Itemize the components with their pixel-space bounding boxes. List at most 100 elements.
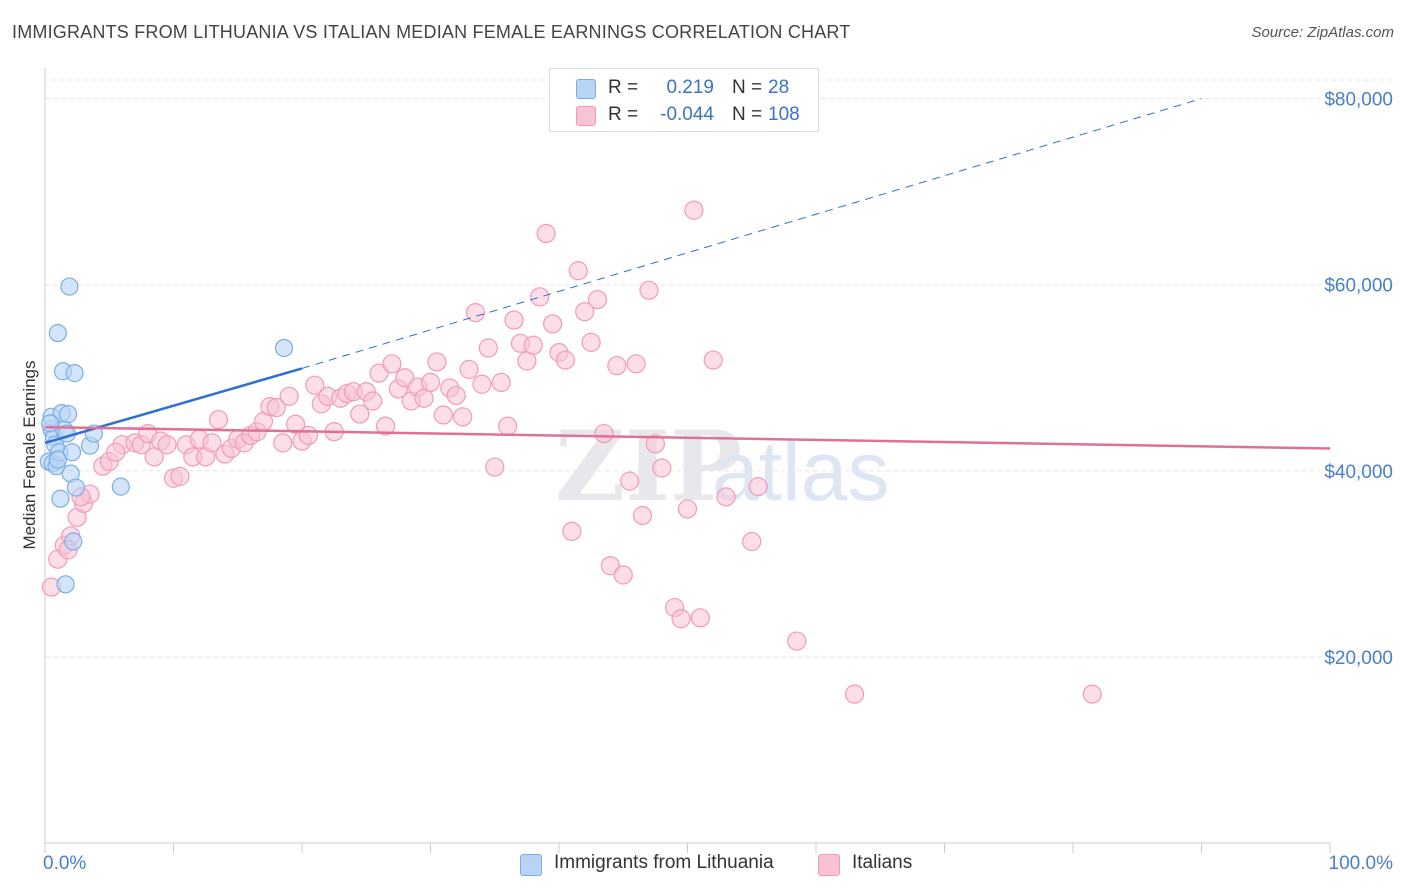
point-italians xyxy=(453,407,473,427)
point-italians xyxy=(472,374,492,394)
point-italians xyxy=(285,414,306,434)
point-italians xyxy=(273,433,293,453)
series-lithuania xyxy=(39,277,294,594)
point-italians xyxy=(645,434,665,454)
svg-text:ZIP: ZIP xyxy=(555,410,742,523)
point-italians xyxy=(703,350,723,370)
point-italians xyxy=(600,556,621,576)
x-tick-label-end: 100.0% xyxy=(1329,853,1394,874)
legend-r-label: R = xyxy=(608,77,639,98)
y-tick-label: $60,000 xyxy=(1324,276,1393,297)
y-axis-label: Median Female Earnings xyxy=(20,361,39,550)
point-italians xyxy=(523,335,543,355)
legend-row-lithuania: R = 0.219 N = 28 xyxy=(550,74,818,102)
point-lithuania xyxy=(56,575,75,594)
point-lithuania xyxy=(111,477,130,496)
point-italians xyxy=(504,310,524,330)
point-lithuania xyxy=(60,277,79,296)
point-italians xyxy=(446,385,466,406)
point-lithuania xyxy=(59,404,78,424)
y-tick-labels: $20,000 $40,000 $60,000 $80,000 xyxy=(1324,90,1393,669)
point-italians xyxy=(671,609,691,629)
point-lithuania xyxy=(51,489,70,508)
point-italians xyxy=(427,352,447,372)
point-italians xyxy=(844,684,865,704)
point-italians xyxy=(542,314,563,334)
point-italians xyxy=(787,631,807,651)
point-italians xyxy=(742,531,762,552)
point-lithuania xyxy=(65,364,84,383)
point-italians xyxy=(555,350,576,370)
point-italians xyxy=(716,487,736,507)
point-italians xyxy=(748,477,768,497)
point-italians xyxy=(433,405,453,425)
point-italians xyxy=(536,223,556,244)
point-italians xyxy=(498,416,518,436)
point-italians xyxy=(395,368,415,388)
point-italians xyxy=(613,565,633,585)
point-lithuania xyxy=(66,478,85,497)
point-italians xyxy=(562,521,582,541)
point-italians xyxy=(677,499,698,519)
point-italians xyxy=(575,302,595,322)
legend-n-value: 108 xyxy=(768,104,800,125)
legend-swatch-lithuania xyxy=(576,79,596,99)
point-italians xyxy=(420,372,441,393)
point-italians xyxy=(106,442,126,462)
point-italians xyxy=(639,280,659,300)
point-lithuania xyxy=(41,414,60,433)
y-tick-label: $80,000 xyxy=(1324,90,1393,111)
legend-r-label: R = xyxy=(608,104,639,125)
point-italians xyxy=(369,363,389,383)
legend-n-label: N = xyxy=(732,77,763,98)
point-italians xyxy=(298,425,319,446)
point-italians xyxy=(478,338,498,358)
bottom-legend-swatch-italians xyxy=(818,854,840,876)
point-italians xyxy=(305,375,325,395)
point-italians xyxy=(632,505,653,526)
point-italians xyxy=(568,261,588,281)
point-italians xyxy=(587,289,608,310)
point-lithuania xyxy=(64,532,83,551)
point-lithuania xyxy=(62,443,82,462)
gridlines xyxy=(45,79,1392,658)
y-tick-label: $40,000 xyxy=(1324,462,1393,483)
point-italians xyxy=(594,423,614,444)
point-italians xyxy=(208,410,229,430)
point-italians xyxy=(170,466,190,486)
x-tick-labels: 0.0% 100.0% xyxy=(43,853,1393,874)
point-italians xyxy=(382,354,402,374)
bottom-legend-label-italians: Italians xyxy=(852,852,913,873)
legend-n-label: N = xyxy=(732,104,763,125)
bottom-legend-label-lithuania: Immigrants from Lithuania xyxy=(554,852,774,873)
point-italians xyxy=(375,416,396,436)
point-italians xyxy=(157,435,177,455)
legend-r-value: -0.044 xyxy=(660,104,714,125)
trend-italians xyxy=(44,425,1331,450)
trend-lithuania-solid xyxy=(44,367,303,445)
point-italians xyxy=(350,404,370,424)
point-italians xyxy=(465,303,486,323)
point-lithuania xyxy=(48,323,67,343)
point-italians xyxy=(363,391,383,411)
point-lithuania xyxy=(274,338,294,358)
trend-lines xyxy=(44,98,1331,450)
legend-n-value: 28 xyxy=(768,77,790,98)
x-tick-label-start: 0.0% xyxy=(43,853,86,874)
point-italians xyxy=(530,287,550,307)
point-italians xyxy=(652,458,672,478)
legend-swatch-italians xyxy=(576,106,596,126)
point-italians xyxy=(279,386,299,406)
point-italians xyxy=(1082,684,1102,704)
point-italians xyxy=(459,359,479,379)
bottom-legend-swatch-lithuania xyxy=(520,854,542,876)
point-italians xyxy=(491,372,511,393)
stats-legend: R = 0.219 N = 28 R = -0.044 N = 108 xyxy=(549,68,819,132)
point-italians xyxy=(626,354,646,374)
point-italians xyxy=(581,332,601,352)
point-lithuania xyxy=(48,450,67,469)
chart-title: IMMIGRANTS FROM LITHUANIA VS ITALIAN MED… xyxy=(12,22,851,42)
point-italians xyxy=(266,397,286,418)
point-italians xyxy=(690,608,710,628)
